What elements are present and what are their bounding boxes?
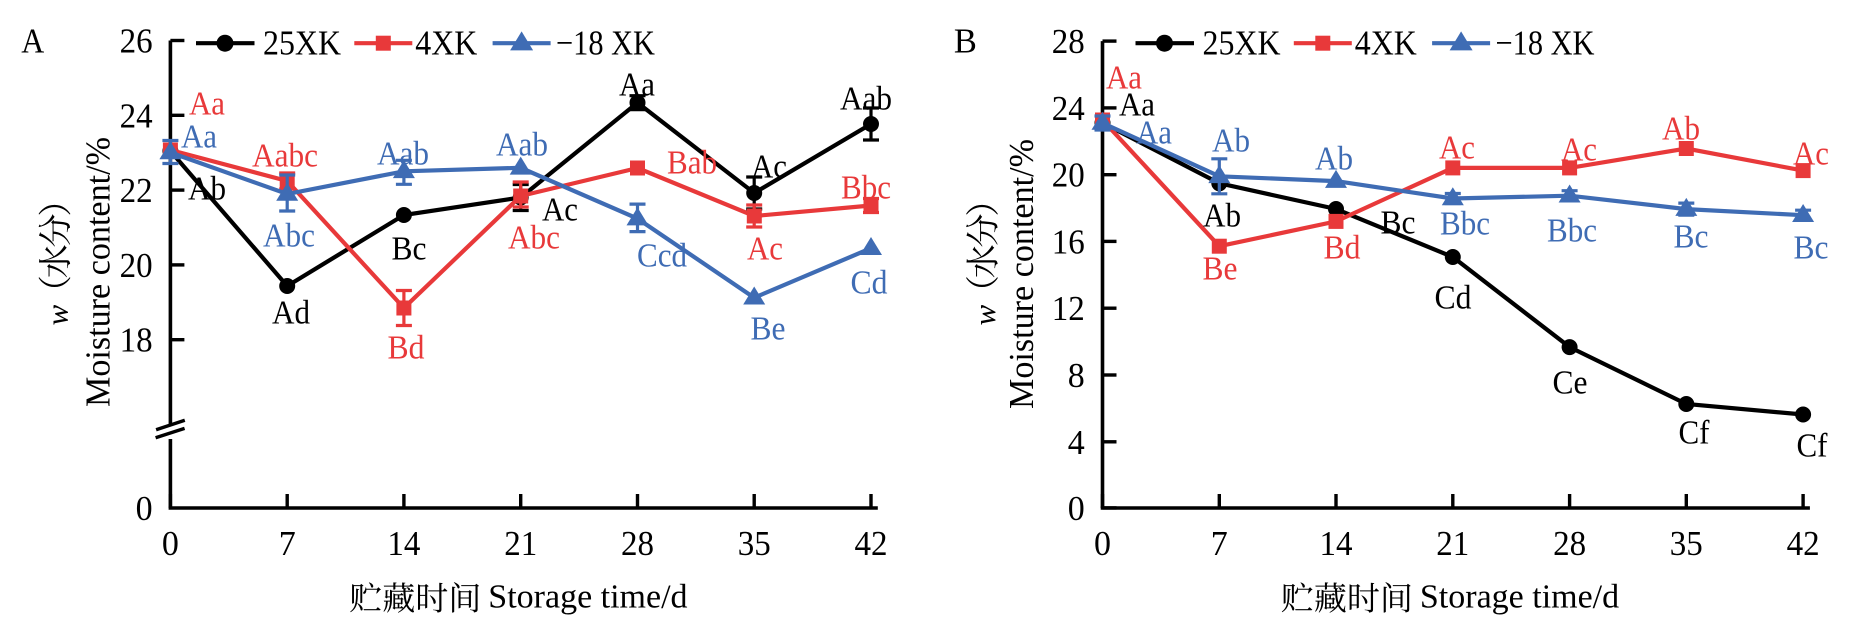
svg-text:Ab: Ab — [1212, 122, 1250, 159]
svg-text:Ac: Ac — [747, 230, 783, 267]
svg-text:8: 8 — [1068, 356, 1085, 395]
svg-text:Bbc: Bbc — [1440, 205, 1490, 242]
svg-text:35: 35 — [1670, 524, 1703, 563]
svg-text:Aab: Aab — [496, 126, 548, 163]
svg-text:20: 20 — [1052, 156, 1085, 195]
svg-text:B: B — [954, 21, 977, 60]
svg-text:0: 0 — [1094, 524, 1111, 563]
svg-text:Bc: Bc — [1794, 229, 1829, 266]
svg-text:A: A — [21, 21, 45, 60]
svg-text:Abc: Abc — [263, 217, 315, 254]
svg-text:Bc: Bc — [1674, 218, 1709, 255]
svg-text:0: 0 — [136, 489, 153, 528]
svg-text:Cf: Cf — [1797, 427, 1829, 464]
svg-text:Ab: Ab — [1315, 140, 1353, 177]
svg-text:Moisture content/%: Moisture content/% — [78, 137, 117, 407]
svg-text:Bd: Bd — [388, 329, 425, 366]
svg-text:Storage time/d: Storage time/d — [1420, 579, 1619, 616]
svg-text:Bc: Bc — [1381, 204, 1416, 241]
svg-text:22: 22 — [120, 171, 153, 210]
svg-text:28: 28 — [1052, 22, 1085, 61]
svg-text:Cd: Cd — [1435, 279, 1472, 316]
svg-text:24: 24 — [120, 96, 153, 135]
svg-text:18: 18 — [120, 321, 153, 360]
svg-text:Ac: Ac — [1793, 135, 1829, 172]
svg-text:−18 XK: −18 XK — [556, 24, 655, 63]
svg-text:7: 7 — [279, 524, 296, 563]
svg-text:21: 21 — [1436, 524, 1469, 563]
svg-text:21: 21 — [504, 524, 537, 563]
svg-text:Bbc: Bbc — [1547, 212, 1597, 249]
svg-text:Ab: Ab — [188, 170, 226, 207]
svg-text:16: 16 — [1052, 222, 1085, 261]
svg-text:Storage time/d: Storage time/d — [488, 579, 687, 616]
svg-text:14: 14 — [387, 524, 420, 563]
svg-text:Aa: Aa — [1136, 114, 1172, 151]
svg-text:Bab: Bab — [667, 144, 717, 181]
svg-text:Moisture content/%: Moisture content/% — [1002, 139, 1041, 409]
svg-text:0: 0 — [1068, 489, 1085, 528]
svg-text:Aabc: Aabc — [252, 137, 318, 174]
svg-text:20: 20 — [120, 246, 153, 285]
svg-text:Aab: Aab — [840, 80, 892, 117]
svg-text:Aab: Aab — [377, 135, 429, 172]
svg-text:Ac: Ac — [542, 191, 578, 228]
svg-text:Cd: Cd — [851, 264, 888, 301]
svg-text:12: 12 — [1052, 289, 1085, 328]
svg-text:42: 42 — [1787, 524, 1820, 563]
svg-text:35: 35 — [738, 524, 771, 563]
svg-text:Ac: Ac — [1439, 129, 1475, 166]
svg-text:28: 28 — [1553, 524, 1586, 563]
svg-text:14: 14 — [1320, 524, 1353, 563]
svg-text:42: 42 — [855, 524, 888, 563]
svg-text:Ac: Ac — [1561, 131, 1597, 168]
svg-text:Be: Be — [1203, 250, 1238, 287]
svg-text:Aa: Aa — [619, 66, 655, 103]
svg-text:4XK: 4XK — [415, 24, 477, 63]
svg-text:26: 26 — [120, 22, 153, 61]
svg-text:Ccd: Ccd — [637, 237, 687, 274]
svg-text:w: w — [39, 305, 74, 326]
svg-text:25XK: 25XK — [1203, 24, 1281, 63]
svg-text:25XK: 25XK — [263, 24, 341, 63]
svg-text:28: 28 — [621, 524, 654, 563]
svg-text:Ad: Ad — [272, 294, 310, 331]
svg-text:Aa: Aa — [1119, 86, 1155, 123]
svg-text:Ab: Ab — [1662, 110, 1700, 147]
svg-text:Ce: Ce — [1553, 364, 1588, 401]
svg-text:Ac: Ac — [751, 148, 787, 185]
svg-text:7: 7 — [1211, 524, 1228, 563]
svg-text:Ab: Ab — [1203, 197, 1241, 234]
svg-text:−18 XK: −18 XK — [1496, 24, 1595, 63]
svg-text:Cf: Cf — [1679, 414, 1711, 451]
svg-text:w: w — [967, 305, 1002, 326]
svg-text:Bbc: Bbc — [841, 169, 891, 206]
svg-text:4: 4 — [1068, 423, 1085, 462]
svg-text:Be: Be — [751, 310, 786, 347]
svg-text:24: 24 — [1052, 89, 1085, 128]
svg-text:4XK: 4XK — [1355, 24, 1417, 63]
svg-text:Aa: Aa — [181, 118, 217, 155]
svg-text:Aa: Aa — [189, 85, 225, 122]
svg-text:Abc: Abc — [508, 219, 560, 256]
svg-text:Bc: Bc — [392, 230, 427, 267]
svg-text:Aa: Aa — [1106, 59, 1142, 96]
svg-text:0: 0 — [162, 524, 179, 563]
svg-text:Bd: Bd — [1324, 229, 1361, 266]
